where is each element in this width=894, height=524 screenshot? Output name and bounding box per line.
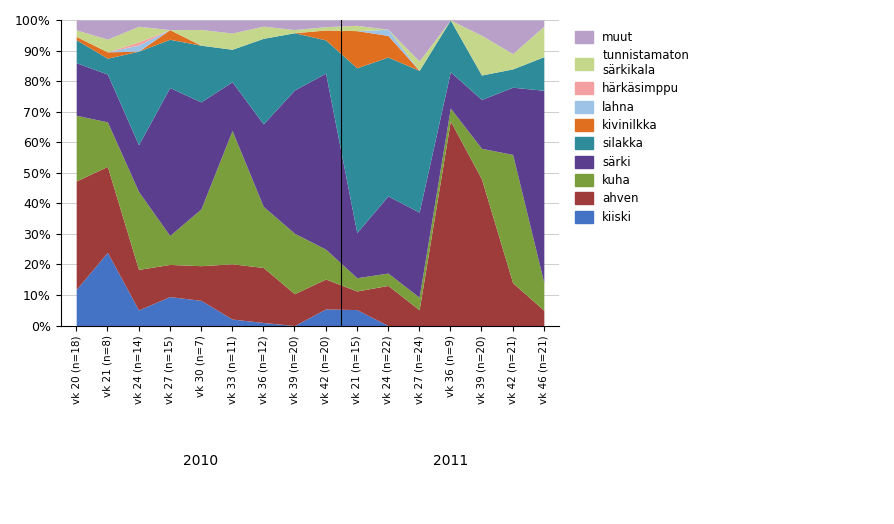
Legend: muut, tunnistamaton
särkikala, härkäsimppu, lahna, kivinilkka, silakka, särki, k: muut, tunnistamaton särkikala, härkäsimp… <box>570 26 694 228</box>
Text: 2010: 2010 <box>183 454 218 468</box>
Text: 2011: 2011 <box>433 454 468 468</box>
